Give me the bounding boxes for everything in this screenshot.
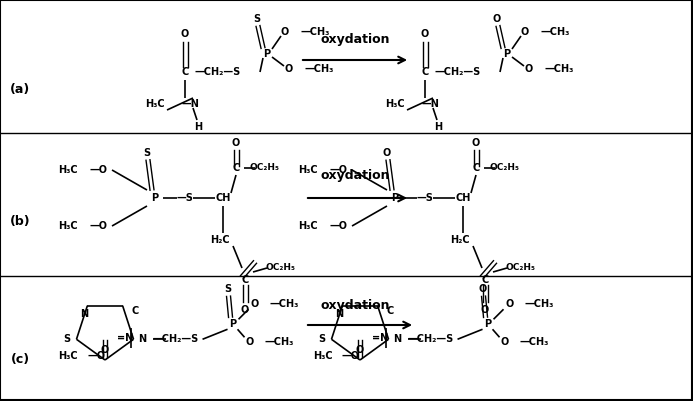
Text: —CH₃: —CH₃ (270, 299, 299, 309)
Text: O: O (281, 27, 289, 37)
Text: H₃C: H₃C (58, 165, 78, 175)
Text: =N: =N (371, 333, 388, 343)
Text: OC₂H₅: OC₂H₅ (250, 164, 280, 172)
Text: —N: —N (181, 99, 199, 109)
Text: H₃C: H₃C (298, 221, 318, 231)
Text: O: O (521, 27, 529, 37)
Text: N: N (394, 334, 402, 344)
Text: —O: —O (87, 351, 105, 361)
Text: OC₂H₅: OC₂H₅ (505, 263, 535, 273)
Text: —CH₃: —CH₃ (300, 27, 330, 37)
Text: —O: —O (329, 165, 347, 175)
Text: C: C (473, 163, 480, 173)
Text: H: H (194, 122, 202, 132)
Text: H₃C: H₃C (146, 99, 165, 109)
Text: CH: CH (455, 193, 471, 203)
Text: O: O (241, 305, 249, 315)
Text: P: P (152, 193, 159, 203)
Text: —CH₃: —CH₃ (265, 337, 295, 347)
Text: H₃C: H₃C (385, 99, 405, 109)
Text: H₃C: H₃C (313, 351, 333, 361)
Text: —N: —N (421, 99, 439, 109)
Text: O: O (356, 345, 364, 355)
Text: P: P (484, 319, 491, 329)
Text: C: C (386, 306, 393, 316)
Text: O: O (525, 64, 533, 74)
Text: —CH₂—S: —CH₂—S (195, 67, 241, 77)
Text: —CH₂—S: —CH₂—S (435, 67, 481, 77)
Text: O: O (500, 337, 509, 347)
Text: —CH₃: —CH₃ (304, 64, 334, 74)
Text: P: P (229, 319, 236, 329)
Text: OC₂H₅: OC₂H₅ (490, 164, 520, 172)
Text: H₂C: H₂C (450, 235, 470, 245)
Text: P: P (263, 49, 270, 59)
Text: P: P (392, 193, 398, 203)
Text: —CH₃: —CH₃ (544, 64, 574, 74)
Text: O: O (285, 64, 293, 74)
Text: O: O (472, 138, 480, 148)
Text: O: O (493, 14, 501, 24)
Text: —CH₃: —CH₃ (541, 27, 570, 37)
Text: oxydation: oxydation (320, 298, 389, 312)
Text: —CH₂—S: —CH₂—S (407, 334, 454, 344)
Text: O: O (250, 299, 258, 309)
Text: S: S (318, 334, 325, 344)
Text: —O: —O (89, 165, 107, 175)
Text: (a): (a) (10, 83, 30, 97)
Text: O: O (478, 284, 486, 294)
Text: C: C (241, 275, 249, 285)
Text: O: O (245, 337, 254, 347)
Text: C: C (232, 163, 240, 173)
Text: —CH₂—S: —CH₂—S (152, 334, 199, 344)
Text: (c): (c) (10, 354, 30, 367)
Text: =N: =N (116, 333, 133, 343)
Text: S: S (224, 284, 231, 294)
Text: H₃C: H₃C (58, 221, 78, 231)
Text: O: O (505, 299, 514, 309)
Text: O: O (232, 138, 240, 148)
Text: —S: —S (416, 193, 433, 203)
Text: P: P (503, 49, 511, 59)
Text: S: S (143, 148, 150, 158)
Text: —O: —O (89, 221, 107, 231)
Text: O: O (421, 29, 429, 39)
Text: OC₂H₅: OC₂H₅ (265, 263, 295, 273)
Text: O: O (383, 148, 391, 158)
Text: (b): (b) (10, 215, 30, 229)
Text: —CH₃: —CH₃ (520, 337, 550, 347)
Text: O: O (181, 29, 189, 39)
Text: oxydation: oxydation (320, 34, 389, 47)
Text: S: S (254, 14, 261, 24)
Text: H: H (434, 122, 442, 132)
Text: C: C (182, 67, 188, 77)
Text: oxydation: oxydation (320, 168, 389, 182)
Text: C: C (482, 275, 489, 285)
Text: H₃C: H₃C (58, 351, 78, 361)
Text: C: C (421, 67, 429, 77)
Text: N: N (80, 309, 89, 319)
Text: O: O (101, 345, 109, 355)
Text: —O: —O (342, 351, 360, 361)
Text: N: N (335, 309, 344, 319)
Text: O: O (481, 305, 489, 315)
Text: CH: CH (216, 193, 231, 203)
Text: N: N (139, 334, 147, 344)
Text: S: S (63, 334, 70, 344)
Text: —S: —S (177, 193, 193, 203)
Text: H₂C: H₂C (210, 235, 230, 245)
Text: —O: —O (329, 221, 347, 231)
Text: —CH₃: —CH₃ (525, 299, 554, 309)
Text: C: C (131, 306, 139, 316)
Text: H₃C: H₃C (298, 165, 318, 175)
